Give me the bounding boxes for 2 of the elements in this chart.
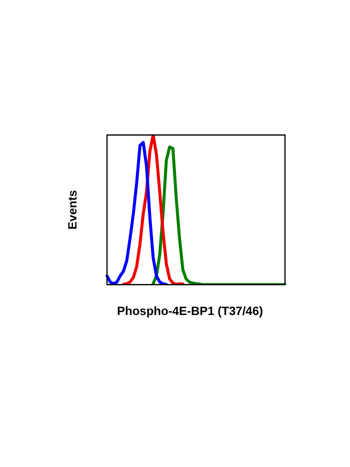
y-axis-title: Events	[65, 190, 80, 230]
x-axis-title: Phospho-4E-BP1 (T37/46)	[116, 304, 264, 318]
